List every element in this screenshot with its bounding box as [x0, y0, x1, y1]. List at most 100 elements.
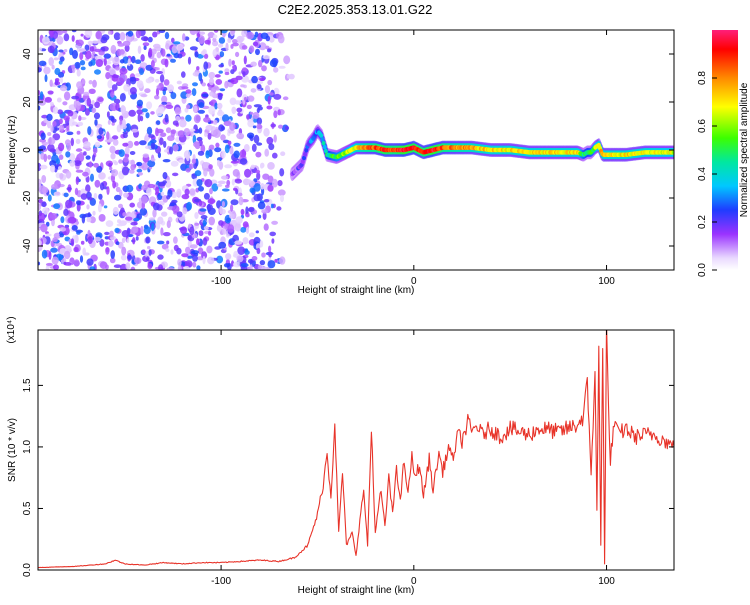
heatmap-cell	[143, 226, 151, 235]
heatmap-cell	[85, 184, 91, 193]
x-tick-label: 100	[598, 576, 615, 587]
heatmap-cell	[256, 107, 260, 114]
heatmap-cell	[54, 127, 60, 131]
y-tick-label: 40	[22, 48, 33, 60]
heatmap-cell	[122, 40, 131, 47]
heatmap-cell	[239, 158, 248, 165]
heatmap-cell	[136, 168, 143, 173]
heatmap-cell	[83, 91, 90, 96]
heatmap-cell	[112, 74, 120, 79]
heatmap-cell	[88, 161, 93, 168]
heatmap-cell	[203, 117, 211, 123]
heatmap-cell	[62, 101, 68, 106]
heatmap-cell	[139, 62, 148, 68]
heatmap-cell	[66, 131, 74, 136]
snr-line	[38, 330, 674, 569]
heatmap-cell	[124, 44, 130, 52]
heatmap-cell	[192, 261, 197, 268]
heatmap-cell	[189, 244, 198, 249]
x-tick-label: -100	[211, 276, 231, 287]
heatmap-cell	[107, 240, 114, 247]
heatmap-cell	[110, 250, 115, 259]
heatmap-cell	[136, 80, 144, 89]
heatmap-cell	[152, 202, 160, 211]
heatmap-cell	[167, 135, 175, 142]
heatmap-cell	[70, 238, 75, 247]
heatmap-cell	[252, 41, 259, 47]
heatmap-cell	[71, 30, 77, 33]
heatmap-cell	[63, 208, 69, 216]
heatmap-cell	[42, 207, 49, 215]
heatmap-cell	[104, 231, 110, 236]
heatmap-cell	[119, 49, 125, 55]
heatmap-cell	[41, 249, 48, 259]
heatmap-cell	[249, 264, 253, 270]
heatmap-cell	[63, 192, 69, 198]
heatmap-cell	[208, 216, 215, 226]
heatmap-cell	[284, 126, 289, 130]
heatmap-cell	[79, 255, 84, 263]
heatmap-cell	[209, 187, 213, 195]
heatmap-cell	[234, 100, 242, 105]
heatmap-cell	[135, 73, 142, 77]
heatmap-cell	[76, 231, 81, 235]
heatmap-cell	[228, 129, 235, 134]
heatmap-cell	[79, 52, 84, 61]
heatmap-cell	[189, 30, 197, 36]
heatmap-cell	[157, 216, 164, 225]
heatmap-cell	[76, 81, 83, 89]
heatmap-cell	[238, 196, 244, 206]
heatmap-cell	[187, 235, 192, 241]
heatmap-cell	[259, 240, 264, 248]
heatmap-cell	[239, 149, 247, 158]
heatmap-cell	[166, 267, 175, 270]
heatmap-cell	[250, 164, 255, 170]
heatmap-cell	[185, 89, 192, 94]
heatmap-cell	[89, 46, 95, 52]
heatmap-cell	[286, 74, 291, 79]
heatmap-cell	[84, 30, 93, 38]
heatmap-cell	[96, 55, 102, 60]
heatmap-cell	[155, 67, 160, 71]
x-tick-label: -100	[211, 576, 231, 587]
heatmap-cell	[111, 84, 118, 91]
heatmap-cell	[128, 109, 136, 117]
heatmap-cell	[224, 80, 229, 89]
heatmap-cell	[258, 59, 263, 68]
heatmap-cell	[208, 71, 216, 79]
heatmap-cell	[246, 132, 255, 139]
heatmap-cell	[44, 74, 48, 83]
heatmap-cell	[194, 170, 202, 177]
heatmap-cell	[256, 247, 261, 255]
heatmap-cell	[72, 49, 78, 59]
heatmap-cell	[212, 40, 219, 47]
heatmap-cell	[176, 247, 182, 255]
heatmap-cell	[84, 213, 92, 218]
heatmap-cell	[248, 232, 255, 238]
heatmap-cell	[162, 232, 171, 237]
heatmap-cell	[243, 96, 247, 101]
heatmap-cell	[250, 61, 257, 67]
heatmap-cell	[119, 67, 128, 75]
heatmap-cell	[121, 237, 126, 243]
heatmap-cell	[198, 186, 204, 192]
heatmap-cell	[148, 47, 153, 57]
heatmap-cell	[212, 49, 217, 58]
heatmap-cell	[215, 79, 223, 85]
heatmap-cell	[300, 159, 305, 165]
heatmap-cell	[49, 30, 54, 38]
heatmap-cell	[268, 92, 274, 96]
heatmap-cell	[234, 240, 243, 245]
heatmap-cell	[302, 155, 306, 161]
heatmap-cell	[97, 203, 102, 213]
y-tick-label: 0.5	[22, 501, 33, 515]
heatmap-cell	[171, 45, 178, 54]
heatmap-cell	[234, 179, 243, 184]
heatmap-cell	[115, 241, 120, 246]
heatmap-cell	[217, 180, 226, 185]
heatmap-cell	[189, 46, 198, 51]
heatmap-cell	[170, 129, 177, 134]
heatmap-cell	[280, 194, 284, 203]
heatmap-cell	[218, 220, 224, 226]
